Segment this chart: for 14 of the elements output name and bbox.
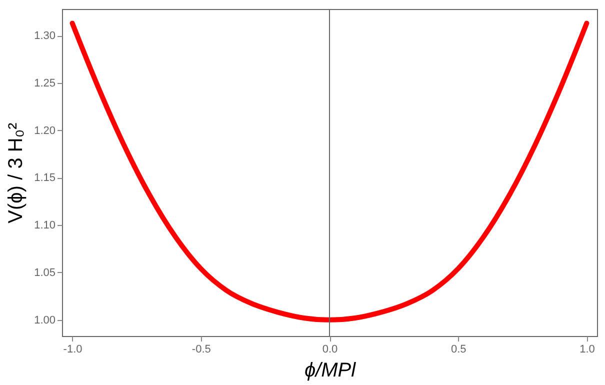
x-axis-title: ϕ/MPl [304,360,356,382]
x-tick-label: -1.0 [63,344,82,356]
y-tick-label: 1.30 [34,30,56,42]
x-tick-label: 0.0 [322,344,338,356]
x-tick-label: -0.5 [192,344,211,356]
x-tick-label: 0.5 [450,344,466,356]
y-axis-title: V(ϕ) / 3 H₀² [5,122,28,224]
y-tick-label: 1.05 [34,266,56,279]
x-tick-label: 1.0 [580,344,595,356]
y-tick-label: 1.10 [34,220,56,232]
y-tick-label: 1.25 [34,77,56,90]
y-tick-label: 1.15 [34,172,56,184]
y-tick-label: 1.20 [34,124,56,137]
y-tick-label: 1.00 [34,314,56,326]
